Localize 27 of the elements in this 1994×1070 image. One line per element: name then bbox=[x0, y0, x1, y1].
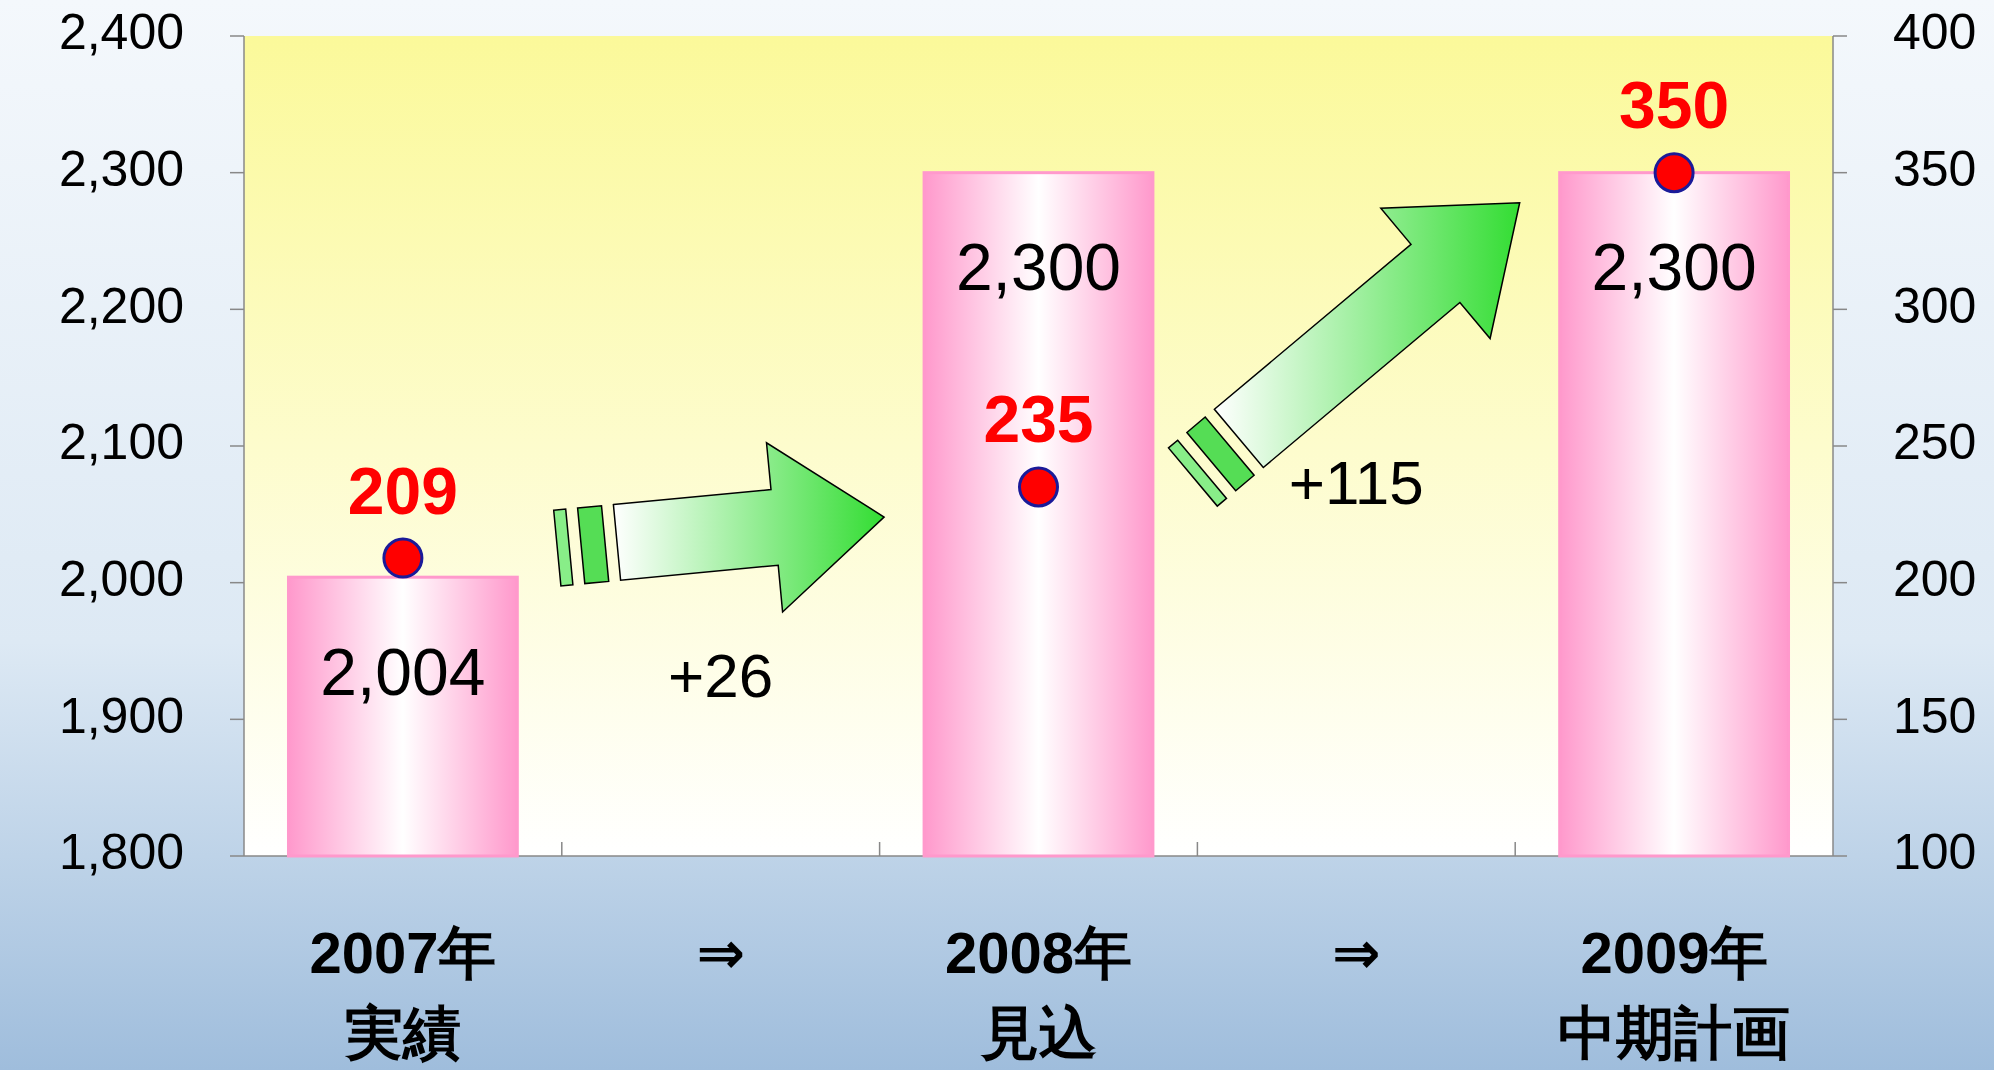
y-tick-label: 2,100 bbox=[58, 414, 184, 471]
data-label: 350 bbox=[1619, 68, 1730, 143]
data-label: 209 bbox=[347, 453, 458, 528]
y-tick-label: 2,400 bbox=[58, 4, 184, 61]
x-tick-label: 2007年実績 bbox=[309, 920, 497, 1066]
annotation: +26 bbox=[668, 640, 774, 710]
y2-tick-label: 250 bbox=[1893, 414, 1977, 471]
y2-tick-label: 300 bbox=[1893, 277, 1977, 334]
data-label: 2,004 bbox=[320, 634, 486, 709]
y-tick-label: 1,900 bbox=[58, 687, 184, 744]
y-tick-label: 1,800 bbox=[58, 824, 184, 881]
data-label: 2,300 bbox=[1591, 230, 1757, 305]
x-tick-label: 2009年中期計画 bbox=[1558, 920, 1791, 1066]
y2-tick-label: 350 bbox=[1893, 140, 1977, 197]
y-tick-label: 2,200 bbox=[58, 277, 184, 334]
y2-tick-label: 150 bbox=[1893, 687, 1977, 744]
y2-tick-label: 400 bbox=[1893, 4, 1977, 61]
annotation: +115 bbox=[1288, 448, 1424, 518]
x-tick-label: 2008年見込 bbox=[944, 920, 1133, 1066]
data-label: 2,300 bbox=[955, 230, 1122, 305]
y2-tick-label: 200 bbox=[1893, 550, 1977, 607]
x-tick-label: ⇒ bbox=[696, 920, 745, 986]
y-tick-label: 2,300 bbox=[58, 140, 184, 197]
x-tick-label: ⇒ bbox=[1332, 920, 1381, 986]
y-tick-label: 2,000 bbox=[58, 550, 184, 607]
data-label: 235 bbox=[983, 382, 1094, 457]
y2-tick-label: 100 bbox=[1893, 824, 1977, 881]
